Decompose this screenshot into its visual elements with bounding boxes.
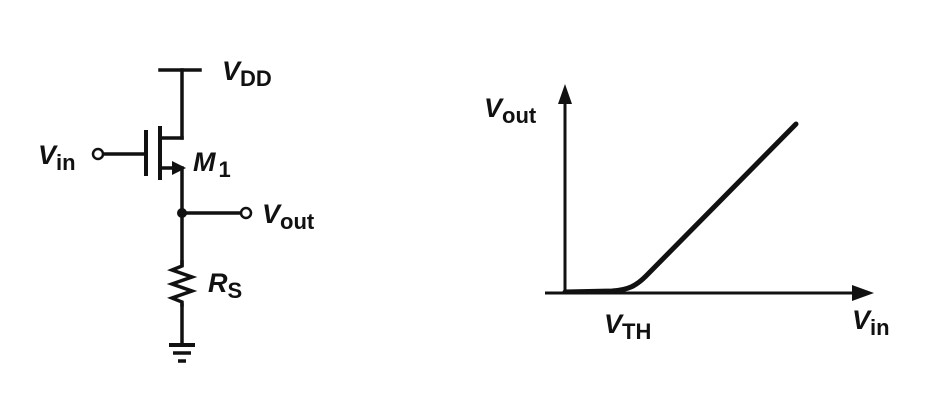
label-vdd: VDD <box>222 56 272 91</box>
output-terminal <box>239 206 253 220</box>
transfer-characteristic-graph <box>545 84 874 301</box>
threshold-label-vth: VTH <box>604 309 651 344</box>
axis-label-vin: Vin <box>852 305 890 340</box>
label-vout: Vout <box>262 199 315 234</box>
label-rs: RS <box>208 268 242 303</box>
y-axis-arrowhead <box>558 84 572 104</box>
source-arrow <box>172 161 186 175</box>
vout-vs-vin-curve <box>562 121 799 295</box>
source-follower-circuit <box>101 68 243 347</box>
label-vin: Vin <box>38 140 76 175</box>
axis-label-vout: Vout <box>484 93 537 128</box>
resistor-rs <box>166 260 198 307</box>
ground-icon <box>169 343 195 363</box>
input-terminal <box>91 147 105 161</box>
x-axis-arrowhead <box>852 285 874 301</box>
